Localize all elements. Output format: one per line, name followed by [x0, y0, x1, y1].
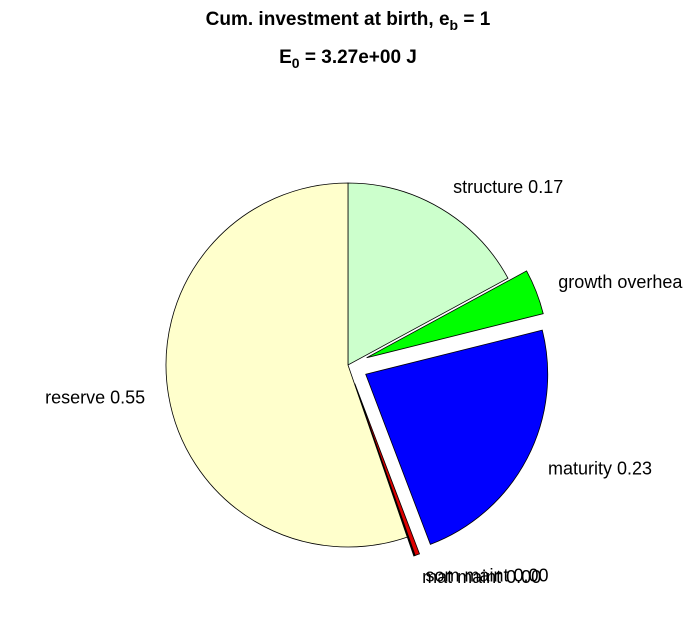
slice-label: structure 0.17	[453, 177, 563, 197]
title-main: Cum. investment at birth, e	[206, 9, 450, 30]
slice-label: reserve 0.55	[45, 388, 145, 408]
chart-subtitle: E0 = 3.27e+00 J	[279, 47, 417, 71]
subtitle-tail: = 3.27e+00 J	[300, 47, 417, 68]
pie-slice	[347, 182, 509, 366]
slice-label: growth overhea	[558, 272, 683, 292]
slice-label: maturity 0.23	[548, 458, 652, 478]
subtitle-main: E	[279, 47, 292, 68]
chart-title: Cum. investment at birth, eb = 1	[206, 9, 491, 33]
pie-slice	[366, 270, 544, 359]
slice-label: mat maint 0.00	[422, 567, 541, 587]
pie-slice	[165, 182, 408, 548]
slice-label: som maint 0.00	[425, 566, 548, 586]
title-tail: = 1	[458, 9, 491, 30]
subtitle-sub: 0	[292, 55, 300, 71]
pie-slice	[365, 329, 549, 545]
title-sub: b	[450, 17, 459, 33]
